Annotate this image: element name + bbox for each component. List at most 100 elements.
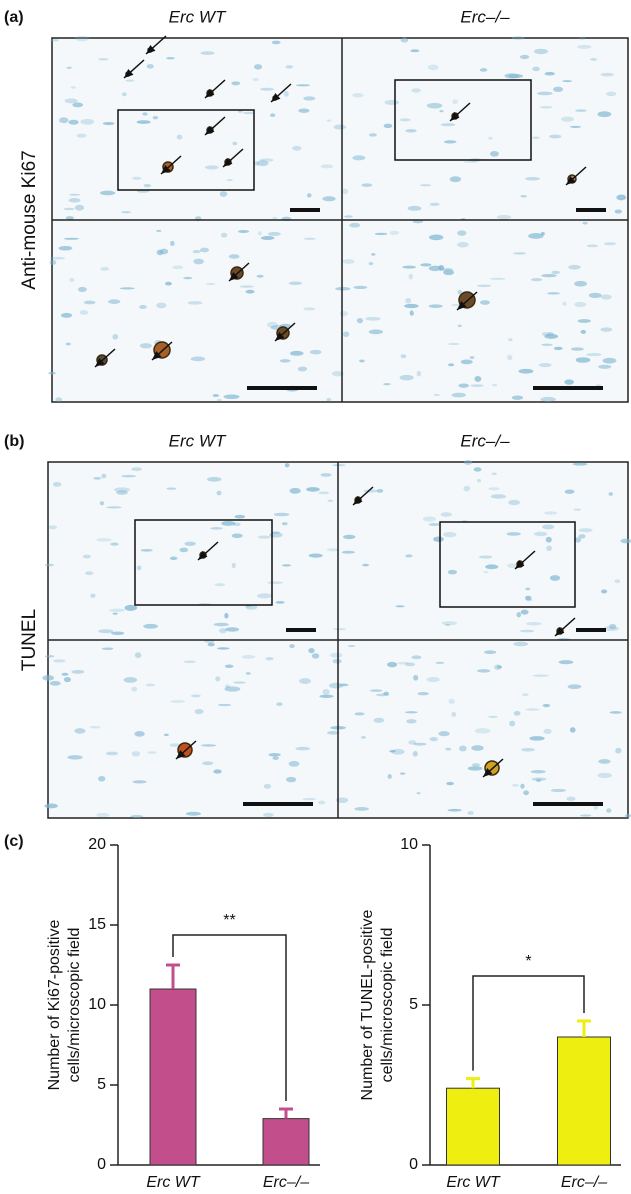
stain	[608, 492, 613, 496]
stain	[547, 292, 560, 295]
stain	[166, 57, 175, 60]
stain	[271, 531, 281, 534]
stain	[212, 394, 220, 398]
stain	[111, 631, 125, 635]
y-axis-label: cells/microscopic field	[66, 928, 83, 1083]
stain	[542, 524, 555, 530]
stain	[525, 708, 540, 711]
stain	[285, 65, 294, 69]
stain	[518, 368, 534, 374]
stain	[609, 711, 622, 714]
stain	[220, 232, 228, 238]
stain	[553, 86, 564, 93]
stain	[577, 44, 592, 49]
stain	[529, 736, 545, 741]
stain	[49, 260, 57, 266]
stain	[60, 312, 73, 318]
arrow-head	[555, 626, 565, 636]
stain	[383, 691, 389, 696]
x-tick-label: Erc WT	[146, 1174, 201, 1191]
stain	[536, 91, 553, 96]
stain	[411, 655, 422, 660]
stain	[544, 511, 557, 515]
stain	[232, 681, 246, 684]
stain	[523, 790, 530, 796]
stain	[384, 99, 400, 105]
stain	[597, 772, 612, 778]
stain	[541, 343, 553, 347]
stain	[205, 282, 216, 285]
stain	[74, 204, 85, 211]
stain	[399, 772, 406, 775]
stain	[82, 554, 92, 559]
stain	[471, 745, 484, 751]
stain	[485, 564, 499, 570]
arrow-head	[483, 767, 493, 777]
stain	[42, 675, 55, 681]
stain	[440, 512, 453, 517]
stain	[519, 629, 535, 633]
stain	[429, 737, 438, 742]
stain	[256, 160, 269, 167]
stain	[99, 501, 105, 506]
stain	[569, 727, 576, 733]
stain	[297, 366, 308, 372]
stain	[216, 647, 230, 650]
stain	[579, 36, 586, 41]
stain	[170, 700, 186, 703]
significance-bracket	[472, 975, 585, 1071]
arrow-head	[223, 157, 233, 167]
stain	[543, 728, 552, 735]
stain	[545, 536, 552, 543]
stain	[257, 231, 262, 236]
stain	[273, 512, 290, 517]
stain	[308, 647, 315, 654]
stain	[574, 280, 587, 287]
stain	[223, 394, 240, 399]
y-tick-label: 20	[88, 836, 106, 853]
stain	[463, 459, 473, 465]
arrow-head	[205, 88, 215, 98]
stain	[101, 473, 107, 479]
stain	[295, 746, 311, 751]
stain	[322, 688, 330, 695]
column-header: Erc–/–	[460, 431, 510, 450]
arrow-head	[229, 271, 239, 281]
stain	[320, 473, 332, 477]
stain	[179, 547, 189, 553]
stain	[48, 371, 56, 375]
stain	[578, 528, 593, 533]
stain	[428, 304, 443, 308]
stain	[551, 270, 561, 275]
stain	[614, 579, 621, 584]
stain	[402, 265, 417, 269]
stain	[376, 488, 384, 493]
stain	[569, 125, 582, 128]
stain	[80, 118, 95, 125]
stain	[98, 775, 106, 782]
micrographs	[42, 35, 631, 819]
stain	[237, 230, 250, 233]
stain	[457, 230, 467, 236]
stain	[513, 641, 529, 647]
row-label: TUNEL	[19, 609, 40, 671]
stain	[159, 248, 169, 255]
stain	[513, 710, 521, 716]
stain	[389, 230, 400, 235]
stain	[420, 263, 432, 267]
stain	[257, 535, 271, 539]
stain	[309, 349, 322, 355]
column-header: Erc WT	[169, 431, 227, 450]
stain	[458, 745, 467, 752]
stain	[268, 753, 281, 757]
stain	[603, 242, 617, 246]
stain	[575, 357, 591, 363]
stain	[339, 683, 349, 687]
significance-bracket	[172, 934, 287, 1101]
stain	[303, 237, 316, 240]
y-axis-label: Number of Ki67-positive	[46, 920, 63, 1091]
stain	[490, 277, 506, 280]
stain	[58, 245, 73, 251]
stain	[121, 211, 132, 214]
stain	[405, 662, 416, 667]
